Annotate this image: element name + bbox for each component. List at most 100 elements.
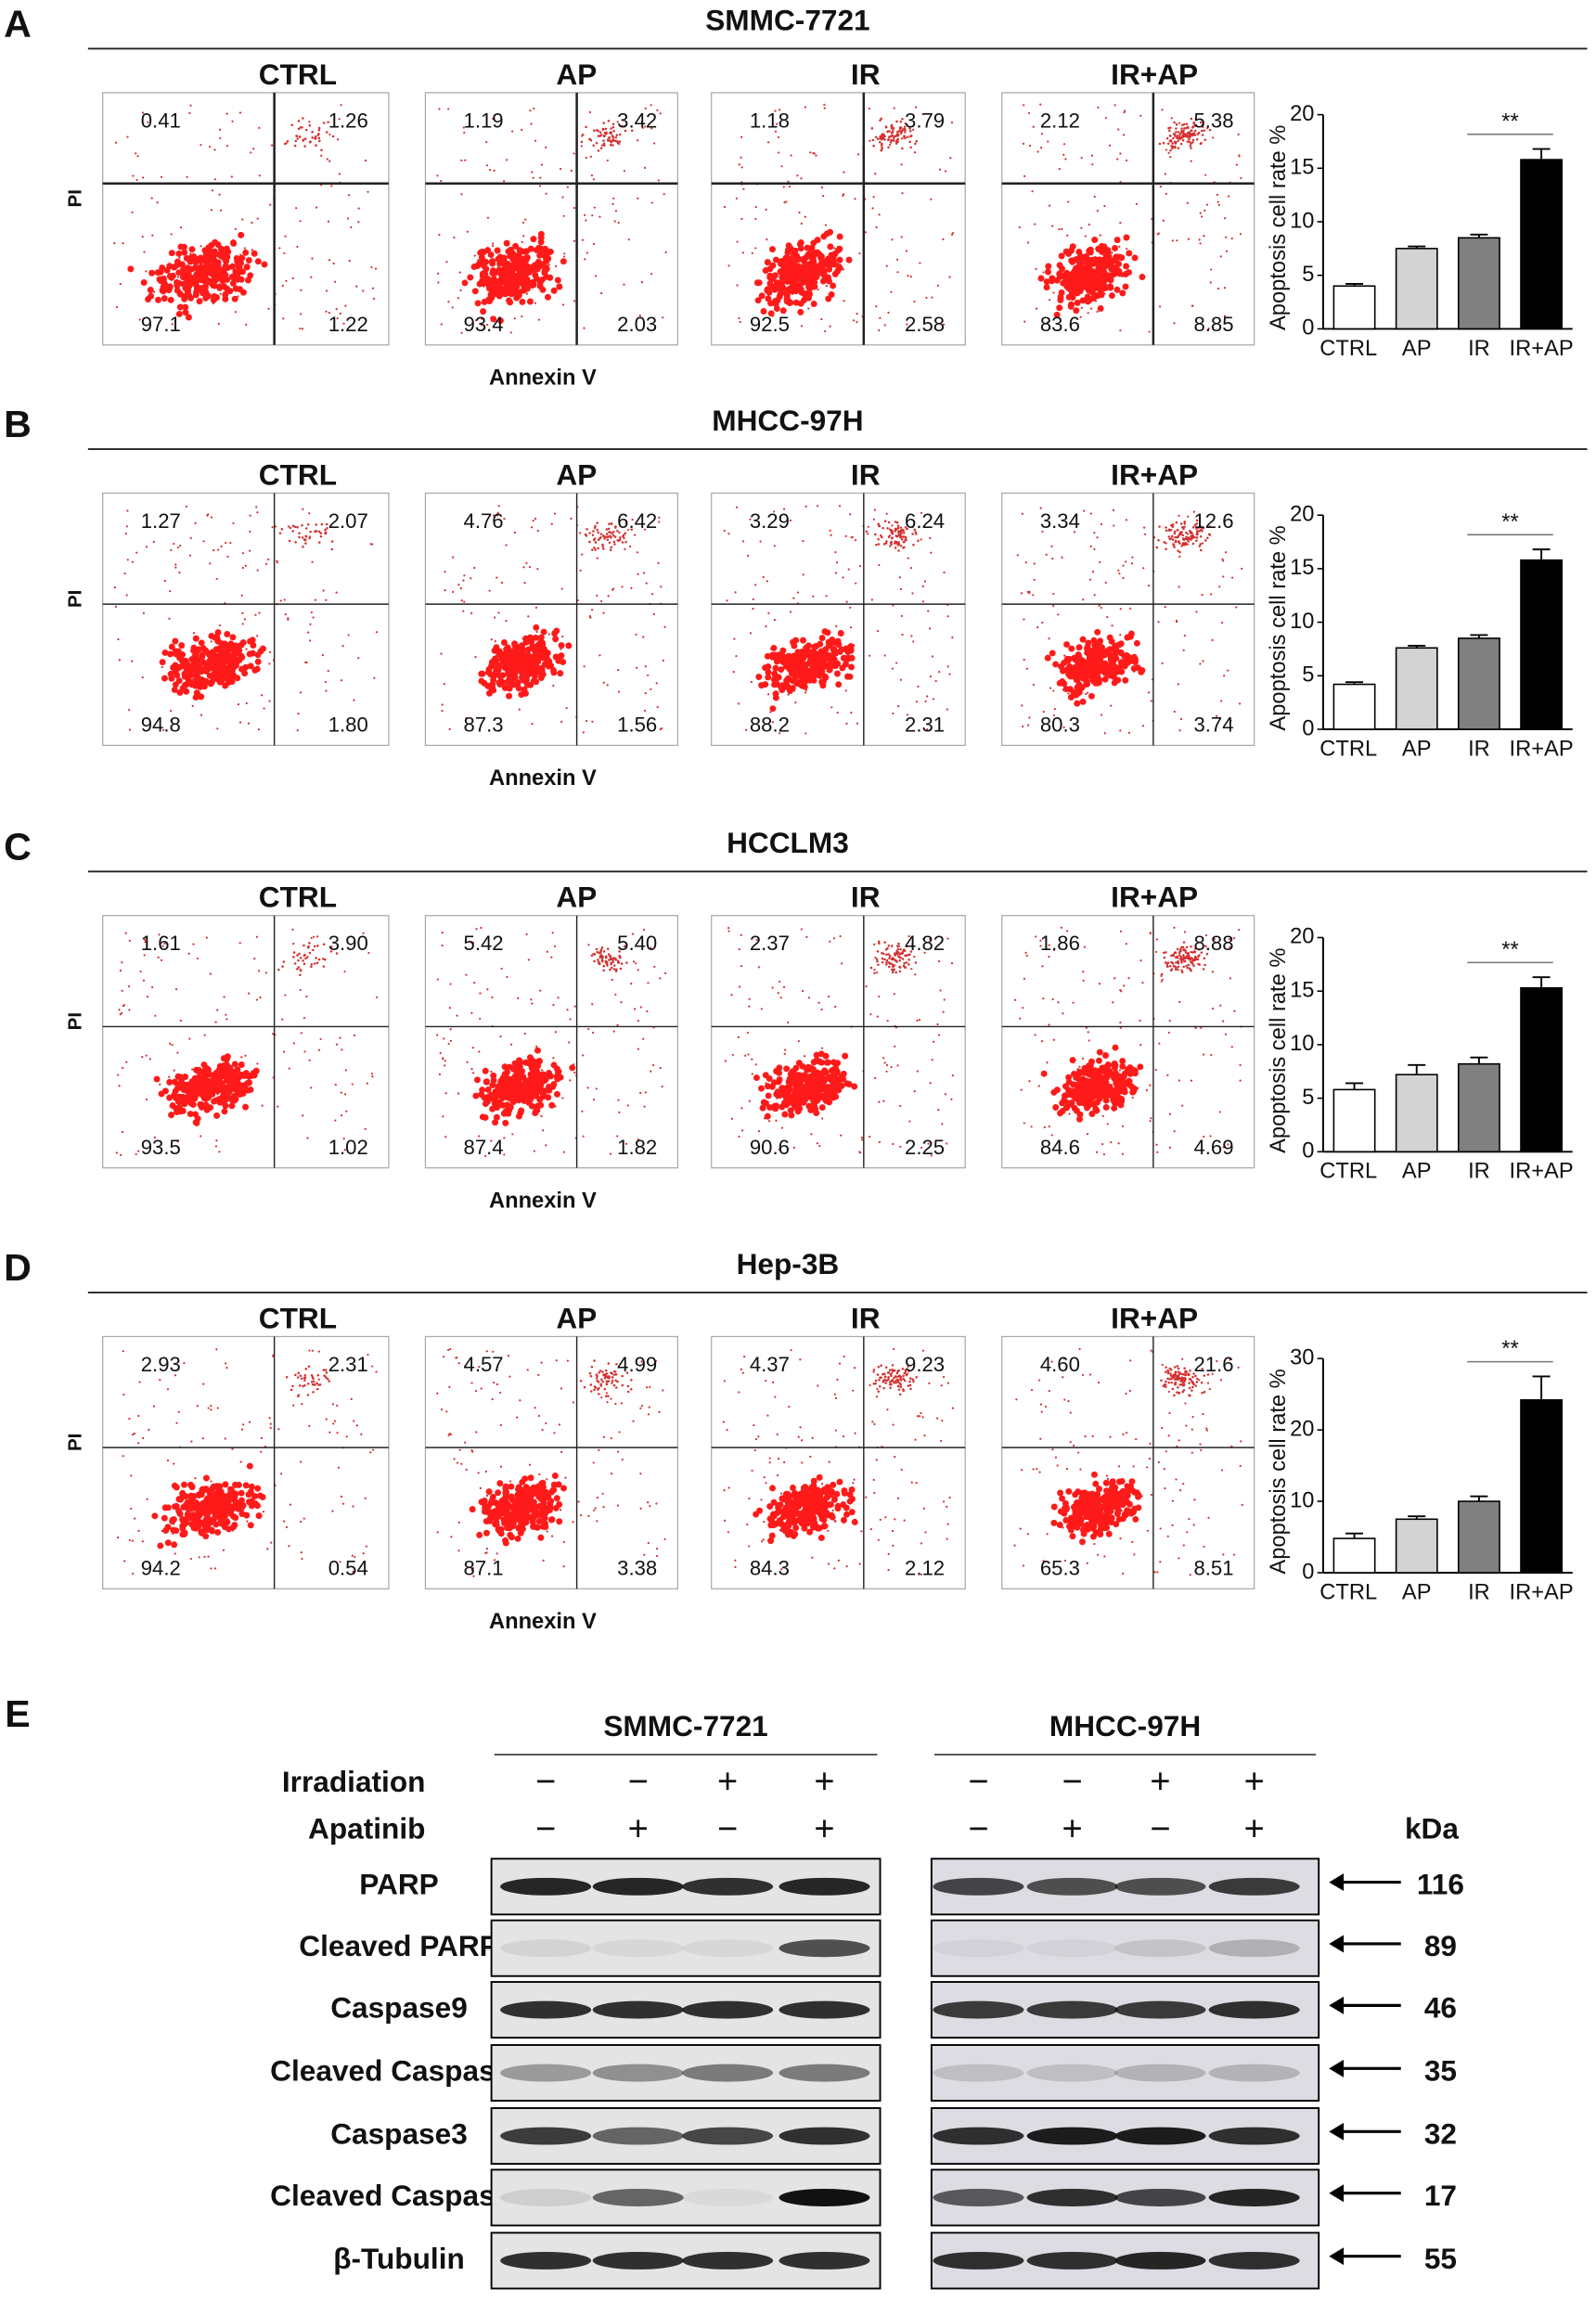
event-dot — [174, 282, 181, 289]
event-dot — [1224, 217, 1227, 220]
event-dot — [1079, 315, 1082, 318]
event-dot — [1093, 532, 1096, 534]
event-dot — [951, 636, 954, 639]
event-dot — [839, 664, 846, 672]
event-dot — [582, 731, 585, 734]
event-dot — [644, 125, 647, 128]
event-dot — [449, 1039, 453, 1042]
event-dot — [943, 571, 946, 574]
event-dot — [1195, 539, 1198, 542]
event-dot — [800, 264, 803, 266]
event-dot — [1157, 621, 1160, 624]
event-dot — [882, 543, 886, 546]
event-dot — [1222, 575, 1225, 578]
event-dot — [655, 682, 658, 685]
event-dot — [317, 136, 321, 140]
event-dot — [882, 136, 885, 140]
event-dot — [875, 305, 878, 308]
event-dot — [436, 978, 439, 981]
event-dot — [366, 1082, 368, 1085]
event-dot — [741, 540, 745, 543]
event-dot — [1067, 200, 1070, 203]
event-dot — [842, 576, 844, 579]
quadrant-value: 3.29 — [750, 509, 790, 533]
event-dot — [185, 505, 188, 508]
event-dot — [470, 264, 478, 271]
event-dot — [647, 982, 650, 984]
event-dot — [1105, 252, 1113, 260]
event-dot — [834, 551, 837, 554]
event-dot — [899, 545, 903, 547]
event-dot — [1169, 156, 1172, 159]
event-dot — [614, 958, 617, 961]
event-dot — [608, 135, 611, 139]
event-dot — [371, 287, 375, 289]
event-dot — [311, 257, 314, 260]
event-dot — [599, 291, 603, 295]
event-dot — [898, 130, 901, 133]
event-dot — [200, 714, 203, 716]
event-dot — [1042, 271, 1045, 274]
event-dot — [1119, 329, 1122, 332]
event-dot — [1103, 204, 1106, 208]
event-dot — [616, 538, 619, 542]
event-dot — [1040, 133, 1044, 135]
event-dot — [168, 250, 175, 257]
event-dot — [1186, 125, 1190, 129]
event-dot — [762, 681, 769, 688]
event-dot — [206, 257, 213, 264]
event-dot — [930, 551, 933, 554]
event-dot — [1174, 530, 1177, 534]
event-dot — [773, 618, 777, 622]
event-dot — [887, 521, 891, 524]
event-dot — [459, 289, 462, 291]
event-dot — [460, 331, 463, 334]
event-dot — [610, 522, 613, 525]
event-dot — [914, 106, 918, 109]
event-dot — [440, 652, 443, 655]
event-dot — [299, 313, 302, 315]
event-dot — [569, 1018, 572, 1021]
event-dot — [874, 173, 877, 175]
event-dot — [842, 193, 845, 196]
event-dot — [661, 1085, 663, 1088]
event-dot — [364, 1127, 367, 1130]
event-dot — [205, 1079, 212, 1087]
event-dot — [1178, 550, 1181, 554]
event-dot — [502, 1073, 509, 1080]
event-dot — [175, 250, 183, 257]
event-dot — [200, 245, 202, 248]
event-dot — [177, 290, 185, 298]
event-dot — [1170, 117, 1173, 120]
event-dot — [168, 617, 171, 620]
event-dot — [627, 238, 630, 241]
event-dot — [203, 1034, 206, 1036]
event-dot — [664, 251, 667, 254]
event-dot — [193, 289, 200, 296]
event-dot — [165, 287, 173, 294]
event-dot — [209, 654, 212, 657]
event-dot — [755, 279, 763, 287]
event-dot — [1069, 243, 1076, 251]
event-dot — [211, 248, 218, 255]
event-dot — [912, 543, 915, 547]
event-dot — [1058, 252, 1065, 260]
event-dot — [816, 672, 823, 679]
event-dot — [735, 654, 738, 658]
event-dot — [1174, 135, 1177, 137]
event-dot — [919, 262, 921, 264]
quadrant-value: 3.90 — [328, 932, 368, 955]
event-dot — [504, 666, 511, 674]
event-dot — [241, 670, 249, 677]
event-dot — [263, 707, 265, 710]
event-dot — [1191, 141, 1194, 144]
event-dot — [502, 654, 509, 662]
event-dot — [452, 556, 455, 559]
event-dot — [237, 280, 239, 283]
event-dot — [644, 1091, 647, 1094]
event-dot — [533, 624, 540, 631]
event-dot — [239, 647, 242, 649]
panel-label: A — [4, 3, 32, 45]
event-dot — [902, 547, 905, 549]
